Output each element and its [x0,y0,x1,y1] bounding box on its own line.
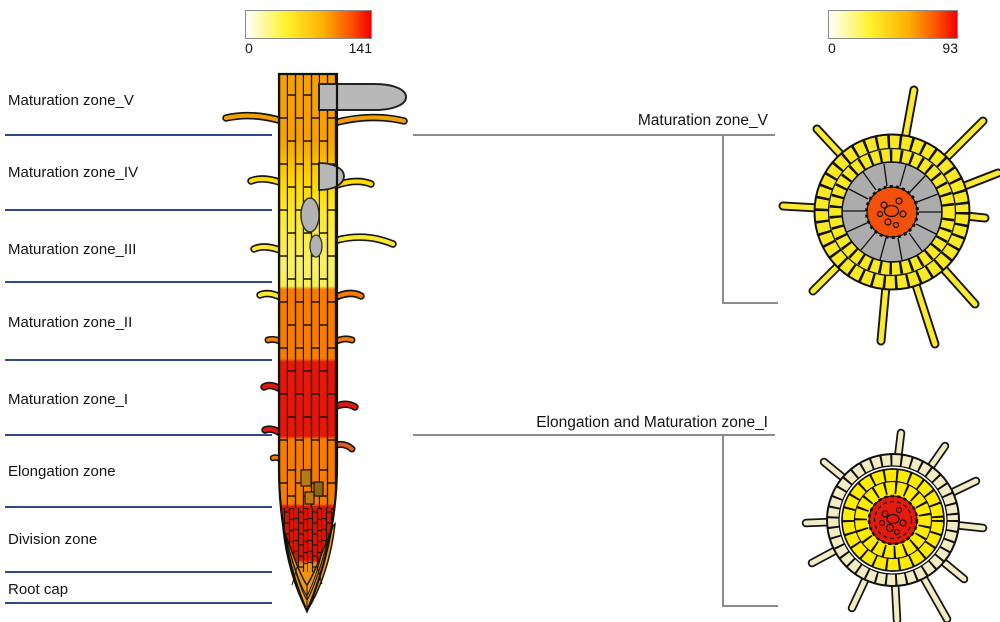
lateral-root-primordia [300,83,408,258]
zone-label-maturation-ii: Maturation zone_II [8,314,133,331]
colorbar-gradient-right [828,10,958,39]
zone-label-maturation-i: Maturation zone_I [8,391,129,408]
zone-divider-line [5,281,272,283]
bracket-label-elongation-maturation-i: Elongation and Maturation zone_I [536,414,768,431]
cross-section-elongation-maturation-i [801,428,988,622]
stele-elongation-i [867,494,919,546]
root-outline [277,72,339,614]
stele-maturation-v [865,185,919,239]
colorbar-right-max-label: 93 [942,40,958,56]
zone-divider-line [5,209,272,211]
colorbar-left-min-label: 0 [245,40,253,56]
root-cell-walls [279,74,337,572]
bracket-line [722,134,724,303]
zone-divider-line [5,359,272,361]
colorbar-right-min-label: 0 [828,40,836,56]
zone-label-maturation-iv: Maturation zone_IV [8,164,139,181]
bracket-label-maturation-v: Maturation zone_V [637,112,768,129]
zone-label-maturation-iii: Maturation zone_III [8,241,137,258]
colorbar-gradient-left [245,10,372,39]
colorbar-cross-section-expression: 0 93 [828,10,958,56]
zone-divider-line [5,602,272,604]
bracket-line [722,434,724,606]
bracket-line [722,605,778,607]
colorbar-root-expression: 0 141 [245,10,372,56]
bracket-line [413,434,775,436]
cross-section-v-root-hairs [778,85,1000,349]
root-cap-shape [282,521,336,613]
bracket-line [722,302,778,304]
cortex-cell-spokes [843,163,941,261]
zone-label-division: Division zone [8,531,98,548]
zone-divider-line [5,571,272,573]
cross-section-maturation-v [778,85,1000,349]
zone-divider-line [5,434,272,436]
zone-label-elongation: Elongation zone [8,463,116,480]
zone-label-maturation-v: Maturation zone_V [8,92,134,109]
zone-divider-line [5,134,272,136]
bracket-line [413,134,775,136]
zone-label-root-cap: Root cap [8,581,69,598]
root-longitudinal-section [222,72,408,614]
zone-divider-line [5,506,272,508]
colorbar-left-max-label: 141 [348,40,372,56]
